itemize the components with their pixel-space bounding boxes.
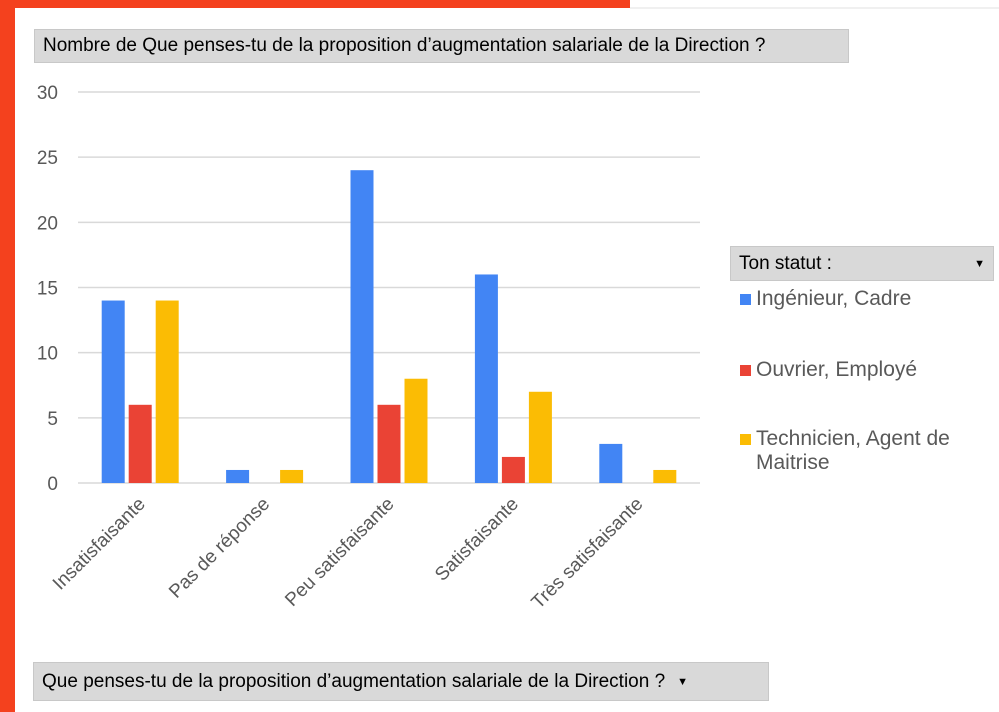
bar: [101, 300, 125, 483]
bar: [404, 378, 428, 483]
window-edge: [0, 0, 15, 712]
legend-label: Ingénieur, Cadre: [756, 287, 912, 310]
y-tick-label: 15: [37, 279, 58, 300]
legend-item: Ouvrier, Employé: [740, 358, 995, 382]
bar: [599, 443, 623, 483]
y-tick-label: 5: [47, 409, 58, 430]
x-field-button[interactable]: Que penses-tu de la proposition d’augmen…: [33, 662, 769, 701]
x-tick-label: Peu satisfaisante: [281, 494, 398, 611]
legend-item: Ingénieur, Cadre: [740, 287, 995, 311]
bar: [155, 300, 179, 483]
dropdown-arrow: ▼: [974, 257, 985, 270]
bar: [226, 469, 250, 483]
y-tick-label: 30: [37, 83, 58, 104]
legend-swatch: [740, 365, 751, 376]
bar: [653, 469, 677, 483]
window-edge: [0, 0, 630, 8]
legend-swatch: [740, 434, 751, 445]
legend-title: Ton statut :: [739, 252, 832, 274]
legend-title-button[interactable]: Ton statut : ▼: [730, 246, 994, 281]
y-tick-label: 0: [47, 474, 58, 495]
y-tick-label: 10: [37, 344, 58, 365]
bar: [280, 469, 304, 483]
dropdown-arrow: ▼: [677, 675, 689, 688]
bar: [474, 274, 498, 483]
x-tick-label: Pas de réponse: [165, 494, 274, 603]
x-tick-label: Insatisfaisante: [49, 494, 150, 595]
x-tick-label: Satisfaisante: [431, 494, 523, 586]
bar: [501, 456, 525, 483]
legend-swatch: [740, 294, 751, 305]
bar: [528, 391, 552, 483]
x-field-label: Que penses-tu de la proposition d’augmen…: [42, 670, 666, 692]
x-tick-label: Très satisfaisante: [528, 494, 648, 614]
chart-title: Nombre de Que penses-tu de la propositio…: [34, 29, 849, 63]
legend-label: Technicien, Agent de Maitrise: [756, 427, 950, 474]
bar: [377, 404, 401, 483]
y-tick-label: 25: [37, 148, 58, 169]
bar: [350, 170, 374, 483]
legend-item: Technicien, Agent de Maitrise: [740, 427, 995, 475]
y-tick-label: 20: [37, 213, 58, 234]
legend-label: Ouvrier, Employé: [756, 358, 918, 381]
bar: [128, 404, 152, 483]
